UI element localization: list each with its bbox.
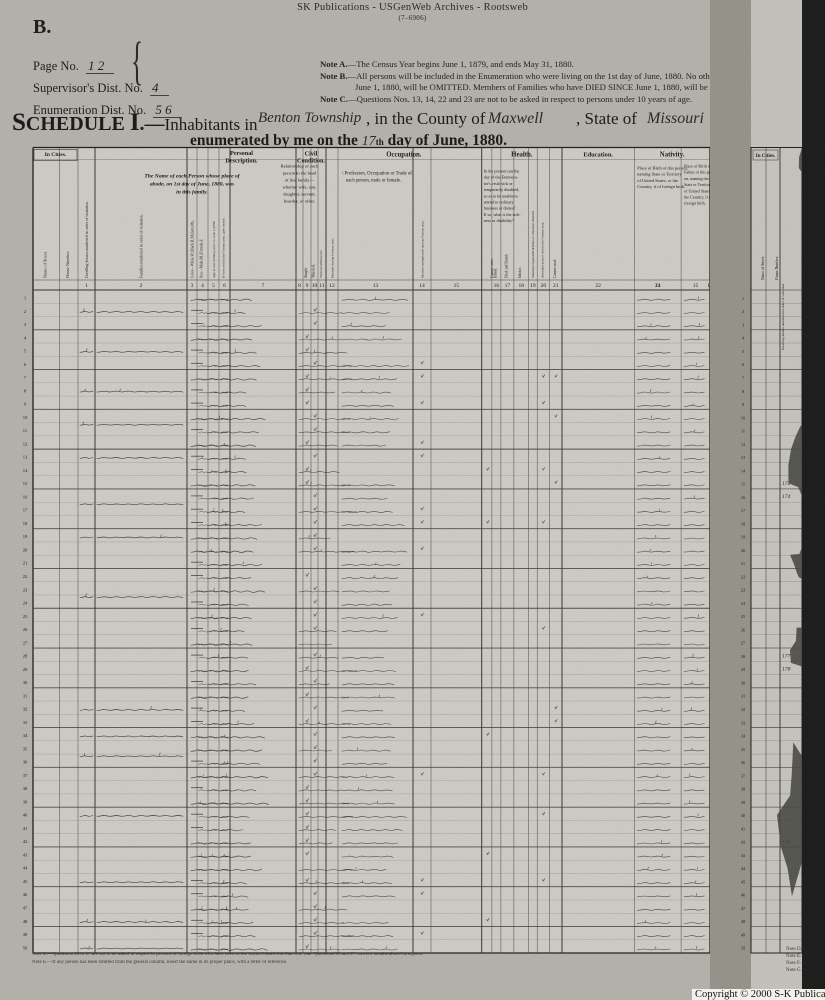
svg-text:37: 37 xyxy=(741,773,745,778)
svg-text:House Number.: House Number. xyxy=(775,256,779,280)
svg-text:22: 22 xyxy=(741,574,745,579)
svg-text:8: 8 xyxy=(742,389,744,394)
svg-text:14: 14 xyxy=(741,468,746,473)
svg-text:5: 5 xyxy=(742,349,744,354)
svg-text:29: 29 xyxy=(741,667,745,672)
svg-text:33: 33 xyxy=(741,720,745,725)
svg-text:4: 4 xyxy=(742,336,745,341)
svg-text:34: 34 xyxy=(741,734,746,739)
svg-text:10: 10 xyxy=(741,415,745,420)
svg-text:2: 2 xyxy=(742,309,744,314)
svg-text:21: 21 xyxy=(741,561,745,566)
svg-text:42: 42 xyxy=(741,840,745,845)
svg-text:45: 45 xyxy=(741,879,745,884)
svg-text:12: 12 xyxy=(741,442,745,447)
svg-text:7: 7 xyxy=(742,376,744,381)
svg-text:9: 9 xyxy=(742,402,744,407)
svg-text:46: 46 xyxy=(741,893,745,898)
svg-text:15: 15 xyxy=(741,482,745,487)
svg-text:16: 16 xyxy=(741,495,745,500)
svg-text:18: 18 xyxy=(741,521,745,526)
svg-text:6: 6 xyxy=(742,362,744,367)
svg-text:3: 3 xyxy=(742,323,744,328)
svg-text:30: 30 xyxy=(741,681,745,686)
svg-text:47: 47 xyxy=(741,906,745,911)
svg-text:24: 24 xyxy=(741,601,746,606)
svg-text:17: 17 xyxy=(741,508,745,513)
svg-text:39: 39 xyxy=(741,800,745,805)
svg-text:31: 31 xyxy=(741,694,745,699)
svg-text:Name of Street.: Name of Street. xyxy=(761,256,765,280)
svg-text:178: 178 xyxy=(782,667,791,673)
svg-text:41: 41 xyxy=(741,826,745,831)
svg-text:27: 27 xyxy=(741,641,745,646)
svg-text:19: 19 xyxy=(741,535,745,540)
svg-text:25: 25 xyxy=(741,614,745,619)
svg-text:50: 50 xyxy=(741,946,745,951)
svg-text:In Cities.: In Cities. xyxy=(756,154,776,159)
svg-text:1: 1 xyxy=(742,296,744,301)
svg-text:20: 20 xyxy=(741,548,745,553)
svg-text:28: 28 xyxy=(741,654,745,659)
svg-text:26: 26 xyxy=(741,627,745,632)
svg-text:40: 40 xyxy=(741,813,745,818)
svg-text:11: 11 xyxy=(741,429,745,434)
svg-text:49: 49 xyxy=(741,932,745,937)
svg-text:177: 177 xyxy=(782,653,791,659)
svg-text:32: 32 xyxy=(741,707,745,712)
svg-text:23: 23 xyxy=(741,588,745,593)
svg-text:48: 48 xyxy=(741,919,745,924)
svg-text:13: 13 xyxy=(741,455,745,460)
svg-text:35: 35 xyxy=(741,747,745,752)
svg-text:36: 36 xyxy=(741,760,745,765)
svg-text:43: 43 xyxy=(741,853,745,858)
svg-text:44: 44 xyxy=(741,866,746,871)
svg-text:174: 174 xyxy=(782,494,791,500)
svg-text:38: 38 xyxy=(741,787,745,792)
